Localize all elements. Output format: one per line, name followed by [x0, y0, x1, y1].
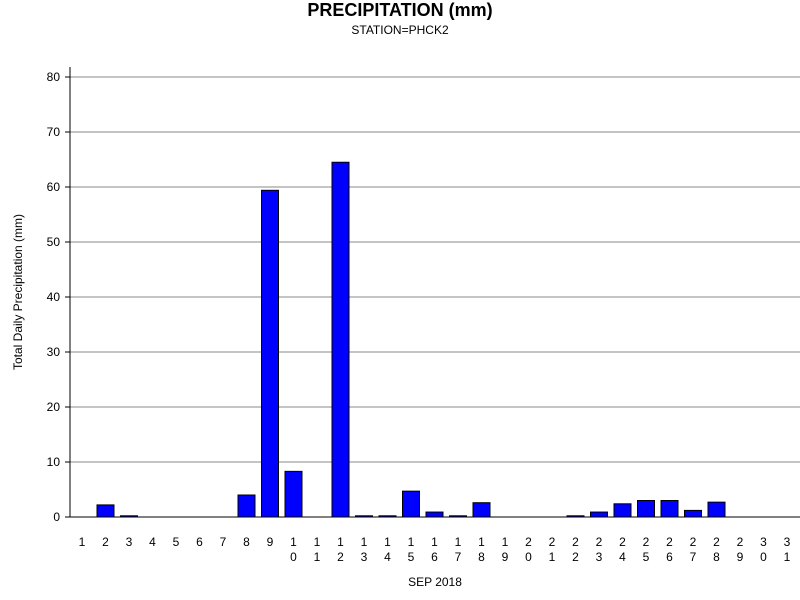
axes [65, 67, 800, 518]
y-axis-label: Total Daily Precipitation (mm) [11, 214, 25, 370]
bar-day-26 [660, 500, 679, 518]
bar-day-9 [261, 189, 279, 518]
x-tick-label: 7 [220, 535, 227, 549]
bar-day-8 [237, 494, 256, 518]
y-tick-label: 0 [53, 510, 60, 524]
y-tick-labels: 0 10 20 30 40 50 60 70 80 [47, 70, 61, 524]
bar-day-16 [425, 511, 444, 518]
x-tick-label: 4 [149, 535, 156, 549]
x-tick-label: 3 [126, 535, 133, 549]
bar-day-27 [684, 509, 702, 518]
x-tick-label: 1 [79, 535, 86, 549]
bar-day-25 [637, 500, 655, 518]
bar-day-23 [590, 511, 608, 518]
y-tick-label: 70 [47, 125, 61, 139]
y-tick-label: 10 [47, 455, 61, 469]
x-tick-label: 6 [196, 535, 203, 549]
y-tick-label: 30 [47, 345, 61, 359]
y-tick-label: 80 [47, 70, 61, 84]
y-tick-label: 40 [47, 290, 61, 304]
bar-day-2 [96, 504, 115, 518]
chart-title: PRECIPITATION (mm) [307, 0, 493, 20]
bars [96, 161, 726, 518]
bar-day-18 [472, 502, 491, 518]
bar-day-24 [613, 503, 632, 518]
x-tick-label: 8 [243, 535, 250, 549]
bar-day-15 [402, 490, 420, 518]
y-tick-label: 60 [47, 180, 61, 194]
bar-day-28 [707, 501, 726, 518]
bar-day-10 [284, 470, 303, 518]
grid-lines [70, 76, 800, 463]
bar-day-12 [331, 161, 350, 518]
x-axis-label: SEP 2018 [408, 575, 462, 589]
x-tick-label: 9 [267, 535, 274, 549]
x-tick-label: 2 [102, 535, 109, 549]
chart-subtitle: STATION=PHCK2 [351, 23, 449, 37]
x-tick-labels: 1 2 3 4 5 6 7 8 9 1 01 11 21 31 41 51 61 71 81 92 02 12 22 32 42… [79, 535, 791, 564]
y-tick-label: 20 [47, 400, 61, 414]
x-tick-label: 5 [173, 535, 180, 549]
y-tick-label: 50 [47, 235, 61, 249]
